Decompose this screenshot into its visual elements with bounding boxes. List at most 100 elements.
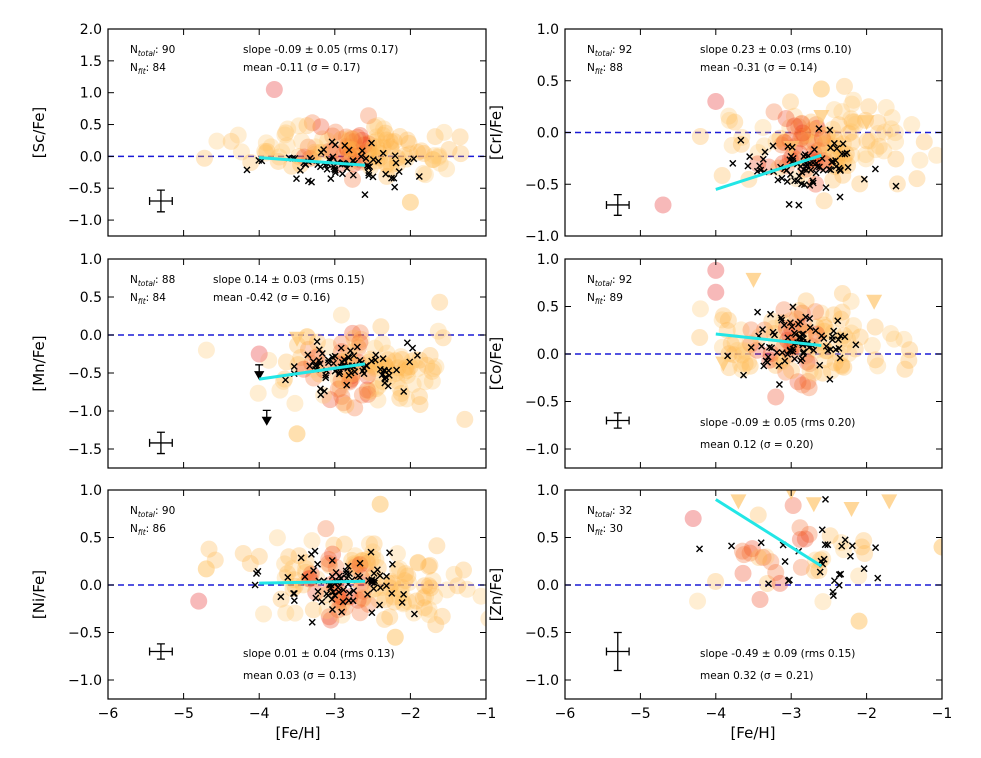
y-tick-label: 1.0 (80, 483, 102, 499)
star-point (817, 342, 835, 360)
y-tick-label: −1.0 (525, 442, 559, 458)
axes-frame (107, 28, 487, 237)
star-point (292, 349, 310, 367)
star-point (332, 343, 350, 361)
star-point (869, 357, 887, 375)
cross-point (761, 148, 769, 156)
cross-point (328, 557, 336, 565)
y-tick-label: 0.0 (537, 126, 559, 142)
cross-point (350, 352, 358, 360)
cross-point (784, 350, 792, 358)
star-point (458, 580, 476, 598)
cross-point (311, 547, 319, 555)
star-point (684, 510, 702, 527)
cross-point (821, 495, 829, 503)
cross-point (308, 618, 316, 626)
star-point (870, 137, 888, 155)
star-point (845, 317, 863, 335)
star-point (742, 335, 760, 353)
cross-point (724, 352, 732, 360)
cross-point (802, 313, 810, 321)
x-tick-label: −4 (705, 706, 726, 722)
star-point (767, 388, 785, 406)
star-point (318, 601, 336, 619)
star-point (401, 358, 419, 376)
star-point (346, 399, 364, 417)
cross-point (837, 332, 845, 340)
star-point (740, 353, 758, 371)
star-point (407, 592, 425, 610)
star-point (908, 170, 926, 188)
cross-point (892, 182, 900, 190)
cross-point (382, 373, 390, 381)
cross-point (349, 597, 357, 605)
cross-point (366, 163, 374, 171)
star-point (284, 559, 302, 577)
star-point (329, 380, 347, 398)
star-point (290, 117, 308, 135)
star-point (200, 540, 218, 558)
star-point (396, 565, 414, 583)
y-tick-label: −1.5 (68, 442, 102, 458)
y-tick-label: −0.5 (525, 177, 559, 193)
star-point (360, 142, 378, 160)
star-point (719, 311, 737, 329)
cross-point (737, 136, 745, 144)
panel-mn: −1.5 −1.0 −0.5 0.0 0.5 1.0 [Mn/Fe] Ntotal: 88 Nf… (30, 252, 487, 469)
star-point (345, 329, 363, 347)
upper-limit-marker (843, 502, 860, 517)
star-point (412, 142, 430, 160)
star-point (786, 117, 804, 135)
cross-point (371, 356, 379, 364)
cross-point (328, 605, 336, 613)
star-point (735, 546, 753, 564)
star-point (314, 130, 332, 148)
star-point (928, 146, 942, 164)
star-point (807, 318, 825, 336)
star-point (887, 150, 905, 168)
star-point (835, 77, 853, 95)
star-point (358, 550, 376, 568)
star-point (741, 544, 759, 562)
cross-point (306, 362, 314, 370)
cross-point (284, 573, 292, 581)
cross-point (781, 357, 789, 365)
star-point (713, 166, 731, 184)
y-tick-label: 0.0 (537, 347, 559, 363)
cross-point (281, 376, 289, 384)
star-point (822, 362, 840, 380)
cross-point (251, 581, 259, 589)
cross-point (759, 326, 767, 334)
star-point (846, 340, 864, 358)
star-point (390, 560, 408, 578)
star-point (295, 360, 313, 378)
x-tick-label: −5 (173, 706, 194, 722)
panel-co: −1.0 −0.5 0.0 0.5 1.0 [Co/Fe] Ntotal: 92 Nfit: … (487, 252, 943, 469)
star-point (417, 587, 435, 605)
star-point (307, 583, 325, 601)
cross-point (376, 584, 384, 592)
cross-point (777, 314, 785, 322)
star-point (866, 351, 884, 369)
star-point (351, 556, 369, 574)
star-point (335, 535, 353, 553)
star-point (833, 103, 851, 121)
star-point (814, 364, 832, 382)
star-point (726, 113, 744, 131)
cross-point (390, 174, 398, 182)
star-point (257, 134, 275, 152)
cross-point (836, 354, 844, 362)
star-point (842, 292, 860, 310)
star-point (358, 383, 376, 401)
star-point (911, 151, 929, 169)
star-point (333, 387, 351, 405)
n-total-label: Ntotal: 90 (130, 505, 175, 519)
star-point (415, 599, 433, 617)
star-point (425, 360, 443, 378)
x-axis-label-left: [Fe/H] (275, 724, 320, 742)
cross-point (345, 146, 353, 154)
star-point (751, 591, 769, 609)
cross-point (778, 316, 786, 324)
star-point (720, 107, 738, 125)
